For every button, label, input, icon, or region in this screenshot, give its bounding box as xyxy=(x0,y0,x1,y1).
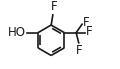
Text: F: F xyxy=(86,25,93,38)
Text: F: F xyxy=(83,16,90,29)
Text: HO: HO xyxy=(8,26,26,39)
Text: F: F xyxy=(50,0,57,13)
Text: F: F xyxy=(76,44,83,57)
